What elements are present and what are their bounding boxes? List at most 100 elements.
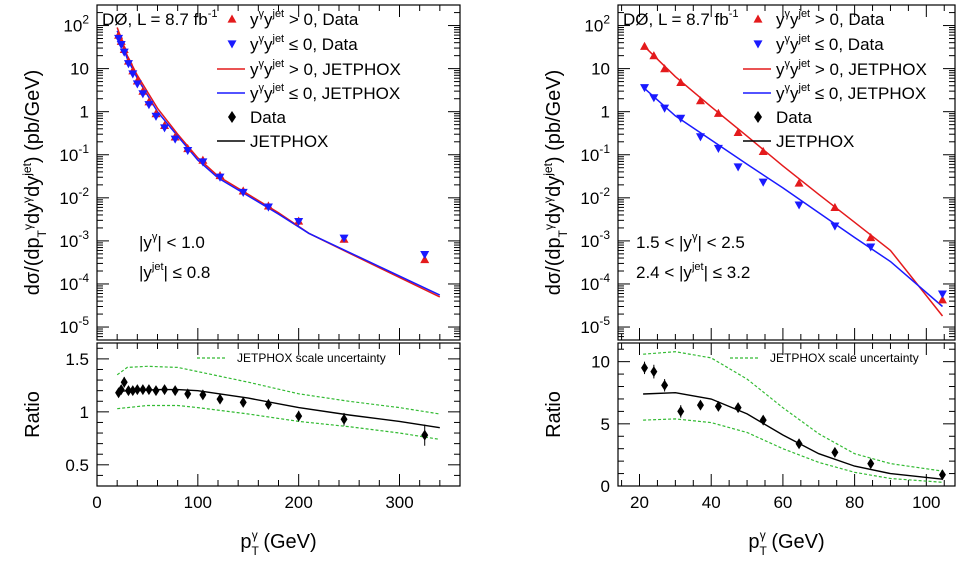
p2-ytick-label: 102 bbox=[584, 13, 610, 36]
p2-ratio-point bbox=[938, 469, 946, 481]
p2-ratio-ytick-label: 10 bbox=[591, 353, 610, 372]
p2-ratio-point bbox=[650, 366, 658, 378]
p1-ratio-point bbox=[199, 389, 207, 401]
p2-data-point-pos bbox=[695, 96, 705, 105]
p1-legend-label: yγyjet ≤ 0, JETPHOX bbox=[250, 82, 400, 103]
p1-legend-label: Data bbox=[250, 108, 286, 127]
p1-ratio-point bbox=[139, 384, 147, 396]
p1-data-point-neg bbox=[238, 188, 248, 197]
p1-legend-label: JETPHOX bbox=[250, 132, 328, 151]
p1-data-point-neg bbox=[119, 48, 129, 57]
p1-ytick-label: 10 bbox=[70, 60, 89, 79]
p2-legend-label: Data bbox=[776, 108, 812, 127]
p2-ratio-legend-label: JETPHOX scale uncertainty bbox=[770, 351, 919, 365]
p1-ratio-point bbox=[340, 413, 348, 425]
p1-data-point-neg bbox=[198, 158, 208, 167]
p1-ratio-point bbox=[117, 384, 125, 396]
p2-data-point-pos bbox=[660, 64, 670, 73]
p1-legend-marker-neg bbox=[227, 40, 237, 49]
p2-ratio-point bbox=[641, 362, 649, 374]
p2-x-axis-title: pTγ (GeV) bbox=[748, 528, 824, 558]
p1-ratio-point bbox=[129, 385, 137, 397]
p2-ratio-point bbox=[677, 405, 685, 417]
p2-ratio-point bbox=[867, 458, 875, 470]
p2-ratio-theory-line bbox=[643, 391, 943, 480]
p2-data-point-pos bbox=[733, 127, 743, 137]
p2-legend-label: JETPHOX bbox=[776, 132, 854, 151]
p2-xtick-label: 100 bbox=[912, 493, 940, 512]
p1-top-frame bbox=[96, 4, 461, 341]
p2-data-point-neg bbox=[695, 133, 705, 142]
p2-y-axis-title: dσ/(dpTγdyγdyjet) (pb/GeV) bbox=[541, 70, 570, 296]
p2-data-point-neg bbox=[866, 243, 876, 252]
p2-legend-label: yγyjet > 0, Data bbox=[776, 8, 885, 29]
p1-data-point-neg bbox=[183, 146, 193, 156]
p1-ratio-point bbox=[145, 384, 153, 396]
p2-ytick-label: 10-4 bbox=[580, 271, 610, 294]
p1-data-point-neg bbox=[339, 234, 349, 243]
p2-ytick-label: 10-2 bbox=[580, 185, 610, 208]
p1-ratio-point bbox=[161, 384, 169, 396]
p2-data-point-neg bbox=[713, 144, 723, 153]
p2-ytick-label: 10-5 bbox=[580, 314, 610, 337]
p1-xtick-label: 300 bbox=[385, 493, 413, 512]
p1-ytick-label: 10-1 bbox=[59, 142, 89, 165]
p2-data-point-neg bbox=[649, 94, 659, 103]
p1-ytick-label: 10-3 bbox=[59, 228, 89, 251]
p2-ratio-frame bbox=[617, 342, 956, 487]
p1-ratio-point bbox=[120, 376, 128, 388]
p2-data-point-pos bbox=[794, 178, 804, 187]
p2-top-frame bbox=[617, 4, 956, 341]
p1-data-point-neg bbox=[215, 173, 225, 182]
p2-xtick-label: 60 bbox=[773, 493, 792, 512]
p2-legend-label: yγyjet ≤ 0, JETPHOX bbox=[776, 82, 926, 103]
p2-data-point-neg bbox=[937, 290, 947, 299]
p1-data-point-neg bbox=[132, 80, 142, 89]
p2-data-point-pos bbox=[937, 295, 947, 304]
p2-ratio-axis-title: Ratio bbox=[543, 391, 565, 438]
p2-legend-marker-pos bbox=[753, 14, 763, 23]
p1-ytick-label: 1 bbox=[80, 103, 89, 122]
p1-y-axis-title: dσ/(dpTγdyγdyjet) (pb/GeV) bbox=[20, 70, 49, 296]
p2-data-point-neg bbox=[660, 104, 670, 113]
p1-experiment-label: DØ, L = 8.7 fb-1 bbox=[102, 8, 217, 29]
p1-ytick-label: 10-5 bbox=[59, 314, 89, 337]
p1-xtick-label: 200 bbox=[284, 493, 312, 512]
p2-scale-band-upper bbox=[643, 351, 943, 472]
p1-xtick-label: 0 bbox=[92, 493, 101, 512]
p2-region-label-photon: 1.5 < |yγ| < 2.5 bbox=[636, 231, 745, 252]
p1-ratio-point bbox=[216, 393, 224, 405]
p1-data-point-neg bbox=[160, 124, 170, 133]
p2-ytick-label: 10-3 bbox=[580, 228, 610, 251]
p2-data-point-pos bbox=[866, 232, 876, 242]
p1-ratio-point bbox=[421, 429, 429, 441]
p1-scale-band-upper bbox=[116, 365, 440, 415]
p1-region-label-jet: |yjet| ≤ 0.8 bbox=[139, 261, 210, 282]
p2-data-point-pos bbox=[758, 146, 768, 155]
p1-legend-label: yγyjet ≤ 0, Data bbox=[250, 33, 358, 54]
p1-ytick-label: 102 bbox=[63, 13, 89, 36]
p2-legend-marker-data bbox=[754, 111, 762, 123]
p1-ratio-axis-title: Ratio bbox=[22, 391, 44, 438]
p2-xtick-label: 80 bbox=[845, 493, 864, 512]
p1-data-point-neg bbox=[151, 112, 161, 121]
p1-ratio-point bbox=[133, 384, 141, 396]
p1-region-label-photon: |yγ| < 1.0 bbox=[139, 231, 205, 252]
p1-data-point-neg bbox=[294, 218, 304, 227]
p2-legend-label: yγyjet ≤ 0, Data bbox=[776, 33, 884, 54]
p1-legend-marker-pos bbox=[227, 14, 237, 23]
p2-theory-line-pos bbox=[642, 44, 944, 317]
p1-ratio-point bbox=[264, 398, 272, 410]
p2-xtick-label: 40 bbox=[702, 493, 721, 512]
p2-data-point-pos bbox=[640, 41, 650, 50]
p1-data-point-neg bbox=[128, 70, 138, 79]
p1-ratio-point bbox=[239, 396, 247, 408]
p2-ratio-point bbox=[795, 438, 803, 450]
p2-xtick-label: 20 bbox=[630, 493, 649, 512]
p1-xtick-label: 100 bbox=[184, 493, 212, 512]
p1-ratio-ytick-label: 0.5 bbox=[65, 456, 89, 475]
p1-ratio-point bbox=[184, 388, 192, 400]
p1-ratio-theory-line bbox=[117, 388, 440, 429]
p2-data-point-neg bbox=[640, 84, 650, 93]
p1-data-point-neg bbox=[123, 60, 133, 69]
